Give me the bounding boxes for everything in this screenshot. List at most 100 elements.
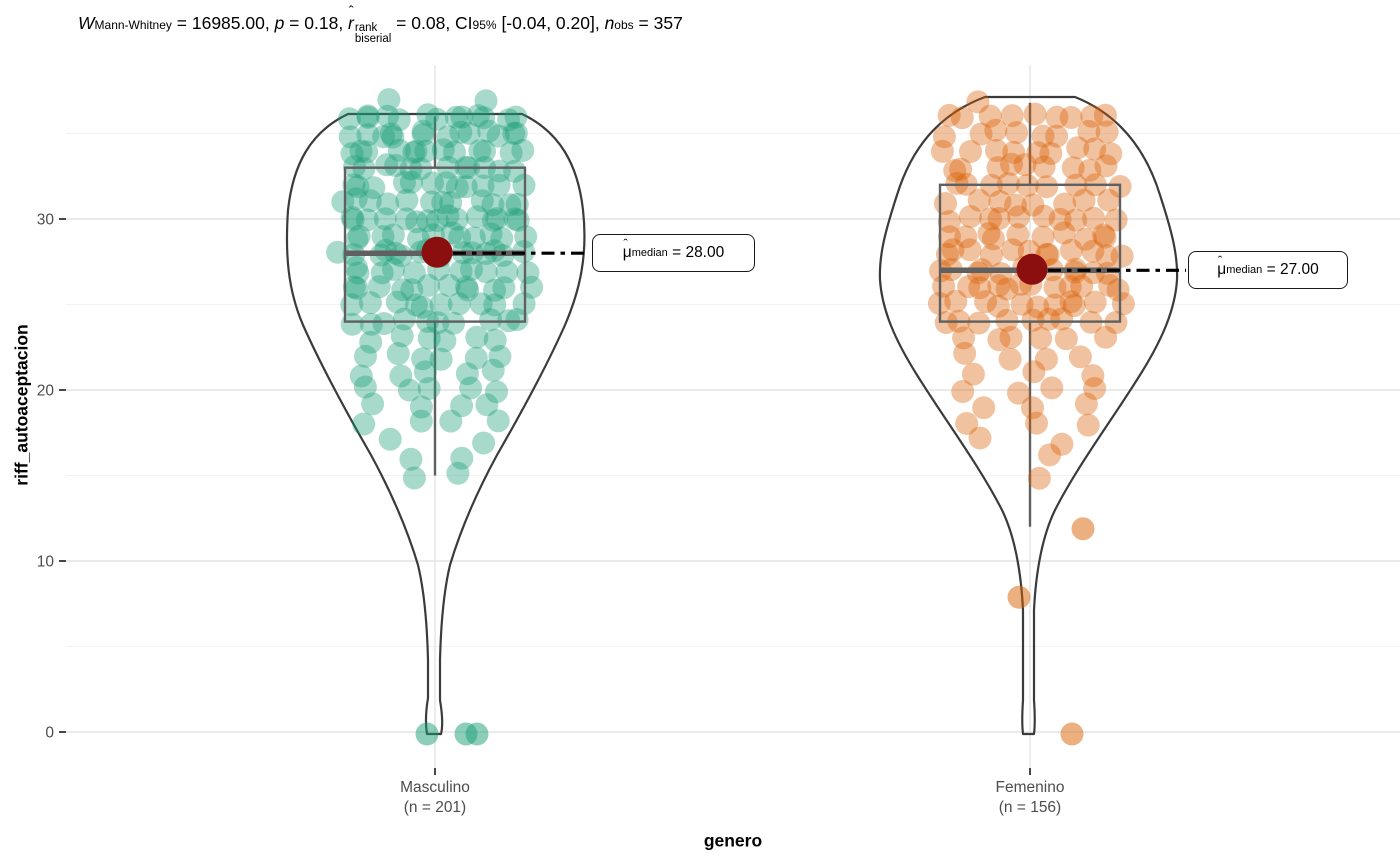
outlier-point — [1007, 585, 1031, 609]
jitter-point — [413, 360, 437, 384]
jitter-point — [511, 138, 535, 162]
jitter-point — [1097, 188, 1121, 212]
jitter-point — [1007, 381, 1030, 405]
jitter-point — [1072, 188, 1096, 212]
jitter-point — [469, 292, 493, 316]
jitter-point — [464, 346, 488, 370]
ci-subscript: 95% — [472, 18, 497, 32]
jitter-point — [465, 325, 489, 349]
jitter-point — [1010, 292, 1034, 316]
jitter-point — [951, 380, 975, 403]
jitter-point — [362, 176, 386, 200]
jitter-point — [1007, 205, 1031, 229]
jitter-point — [986, 294, 1010, 318]
jitter-point — [471, 174, 495, 198]
jitter-point — [1076, 413, 1100, 437]
jitter-point — [400, 278, 424, 302]
n-value: = 357 — [633, 13, 683, 33]
jitter-point — [1001, 238, 1025, 262]
jitter-point — [985, 139, 1008, 162]
jitter-point — [1006, 223, 1030, 247]
jitter-point — [503, 207, 527, 231]
jitter-point — [1021, 396, 1044, 420]
jitter-point — [483, 293, 507, 317]
jitter-point — [1059, 106, 1083, 129]
jitter-point — [377, 88, 401, 112]
jitter-point — [460, 257, 483, 281]
jitter-point — [1093, 103, 1117, 127]
jitter-point — [470, 189, 494, 213]
jitter-point — [340, 206, 364, 229]
jitter-point — [411, 119, 435, 143]
jitter-point — [978, 104, 1002, 128]
jitter-point — [417, 273, 441, 297]
jitter-point — [394, 207, 418, 231]
outlier-point — [465, 722, 489, 746]
outlier-point — [1060, 722, 1084, 746]
jitter-point — [1078, 158, 1102, 182]
jitter-point — [462, 226, 486, 250]
jitter-point — [483, 278, 507, 302]
jitter-point — [376, 104, 399, 128]
jitter-point — [393, 171, 416, 194]
jitter-point — [468, 139, 492, 162]
jitter-point — [1037, 307, 1061, 331]
jitter-point — [445, 207, 469, 231]
jitter-point — [1098, 274, 1122, 297]
jitter-point — [382, 257, 405, 281]
jitter-point — [934, 192, 957, 215]
jitter-point — [379, 122, 403, 146]
jitter-point — [995, 308, 1019, 332]
jitter-point — [465, 205, 489, 229]
jitter-point — [440, 221, 464, 245]
jitter-point — [390, 324, 414, 348]
jitter-point — [486, 409, 510, 433]
r-biserial-scripts: rank biserial — [354, 22, 392, 45]
jitter-point — [414, 139, 438, 163]
jitter-point — [497, 108, 521, 132]
jitter-point — [987, 328, 1011, 352]
jitter-point — [1045, 105, 1069, 129]
jitter-point — [1080, 104, 1104, 128]
jitter-point — [1068, 345, 1092, 369]
jitter-point — [455, 275, 479, 299]
jitter-point — [1021, 193, 1045, 217]
jitter-point — [1066, 136, 1090, 160]
jitter-point — [1106, 278, 1130, 302]
jitter-point — [930, 139, 954, 163]
median-callout-femenino: μ ˆ median = 27.00 — [1188, 251, 1348, 289]
jitter-point — [326, 240, 350, 264]
jitter-point — [459, 376, 483, 400]
jitter-point — [392, 307, 416, 331]
jitter-point — [409, 409, 433, 433]
jitter-point — [436, 125, 460, 149]
jitter-point — [447, 292, 471, 316]
jitter-point — [340, 142, 364, 166]
jitter-point — [1043, 293, 1067, 317]
jitter-point — [974, 290, 998, 314]
jitter-point — [347, 224, 371, 248]
jitter-point — [346, 175, 370, 199]
jitter-point — [354, 344, 377, 368]
jitter-point — [485, 207, 509, 231]
jitter-point — [1111, 292, 1135, 316]
jitter-point — [425, 209, 449, 232]
jitter-point — [1083, 290, 1107, 314]
jitter-point — [399, 170, 423, 194]
jitter-point — [1000, 104, 1024, 128]
jitter-point — [1032, 155, 1056, 179]
jitter-point — [1040, 376, 1064, 400]
jitter-point — [355, 140, 379, 164]
jitter-point — [949, 157, 973, 181]
jitter-point — [504, 105, 528, 129]
jitter-point — [482, 208, 505, 232]
jitter-point — [376, 192, 400, 216]
jitter-point — [370, 261, 394, 285]
jitter-point — [402, 140, 426, 164]
jitter-point — [955, 412, 979, 435]
jitter-point — [367, 275, 391, 299]
jitter-point — [968, 276, 992, 300]
jitter-point — [505, 192, 529, 216]
jitter-point — [961, 362, 985, 386]
